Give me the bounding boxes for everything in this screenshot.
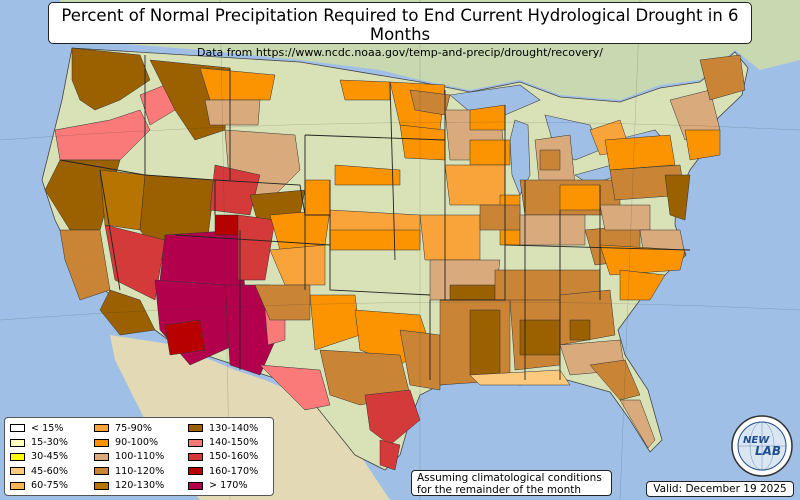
legend-item: 75-90% [94, 421, 164, 435]
legend-item: 120-130% [94, 479, 164, 493]
legend-swatch [10, 438, 25, 447]
legend-col-2: 75-90% 90-100% 100-110% 110-120% 120-130… [94, 421, 164, 493]
state-borders [59, 55, 691, 380]
legend-swatch [188, 424, 203, 433]
legend-item: 15-30% [10, 435, 68, 449]
logo-text-2: LAB [755, 444, 781, 458]
legend-label: 30-45% [31, 451, 68, 463]
legend-swatch [10, 424, 25, 433]
legend-swatch [94, 452, 109, 461]
legend-swatch [10, 481, 25, 490]
legend-item: 45-60% [10, 464, 68, 478]
data-source: Data from https://www.ncdc.noaa.gov/temp… [197, 46, 603, 59]
legend-label: 130-140% [209, 422, 259, 434]
valid-date: Valid: December 19 2025 [646, 481, 794, 497]
legend-item: 100-110% [94, 450, 164, 464]
legend-swatch [188, 438, 203, 447]
legend-item: > 170% [188, 479, 258, 493]
legend-swatch [10, 467, 25, 476]
legend: < 15% 15-30% 30-45% 45-60% 60-75% 75-90%… [4, 417, 274, 496]
logo-text-1: NEW [743, 435, 770, 446]
legend-item: 30-45% [10, 450, 68, 464]
legend-swatch [188, 452, 203, 461]
note-line-2: for the remainder of the month [417, 484, 582, 496]
legend-label: > 170% [209, 480, 248, 492]
legend-label: 45-60% [31, 465, 68, 477]
assumption-note: Assuming climatological conditions for t… [411, 470, 612, 496]
legend-swatch [10, 452, 25, 461]
legend-label: 110-120% [115, 465, 165, 477]
legend-label: 75-90% [115, 422, 152, 434]
legend-item: 110-120% [94, 464, 164, 478]
drought-regions [44, 47, 746, 471]
legend-label: 100-110% [115, 451, 165, 463]
legend-label: 160-170% [209, 465, 259, 477]
legend-item: 150-160% [188, 450, 258, 464]
legend-col-1: < 15% 15-30% 30-45% 45-60% 60-75% [10, 421, 68, 493]
legend-item: 60-75% [10, 479, 68, 493]
legend-swatch [188, 481, 203, 490]
legend-label: 120-130% [115, 480, 165, 492]
legend-item: 160-170% [188, 464, 258, 478]
lake-superior [449, 84, 541, 116]
legend-label: 90-100% [115, 437, 159, 449]
legend-col-3: 130-140% 140-150% 150-160% 160-170% > 17… [188, 421, 258, 493]
newlab-logo-icon: NEW LAB [731, 415, 793, 477]
legend-swatch [94, 438, 109, 447]
legend-item: < 15% [10, 421, 68, 435]
legend-label: 150-160% [209, 451, 259, 463]
title-box: Percent of Normal Precipitation Required… [48, 2, 752, 59]
legend-item: 90-100% [94, 435, 164, 449]
legend-swatch [188, 467, 203, 476]
map-title: Percent of Normal Precipitation Required… [61, 6, 739, 44]
legend-label: 15-30% [31, 437, 68, 449]
legend-item: 130-140% [188, 421, 258, 435]
legend-label: 60-75% [31, 480, 68, 492]
legend-label: < 15% [31, 422, 64, 434]
legend-swatch [94, 467, 109, 476]
note-line-1: Assuming climatological conditions [417, 472, 602, 484]
legend-swatch [94, 424, 109, 433]
legend-label: 140-150% [209, 437, 259, 449]
legend-swatch [94, 481, 109, 490]
legend-item: 140-150% [188, 435, 258, 449]
